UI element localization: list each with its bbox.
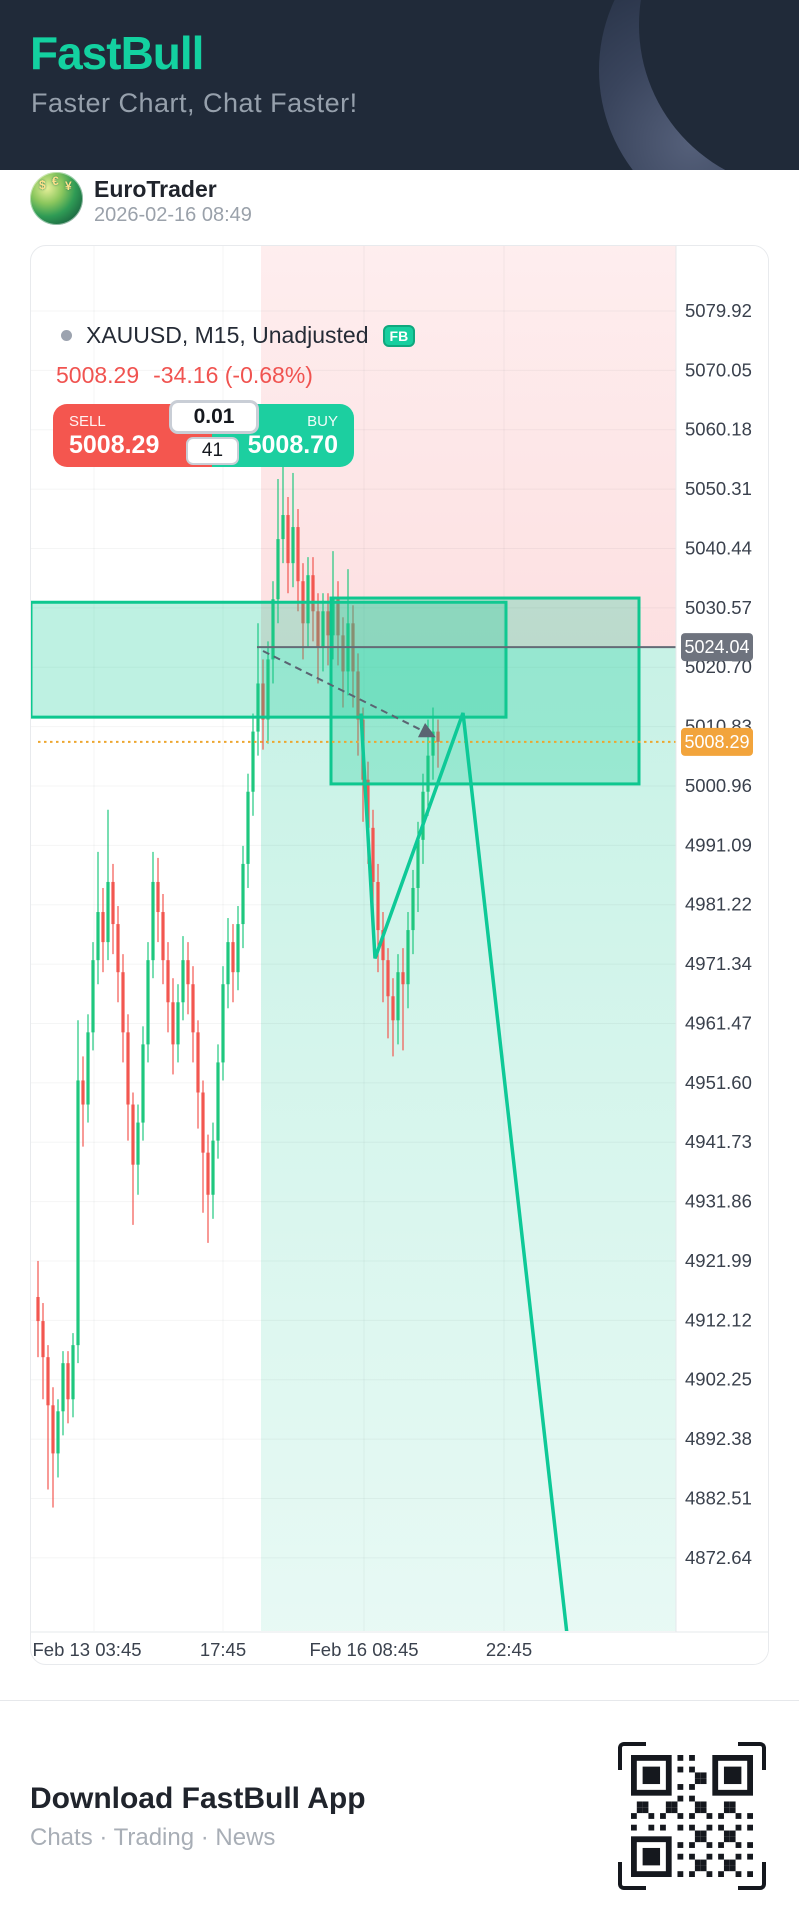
buy-label: BUY — [307, 413, 338, 430]
download-qr-code[interactable] — [618, 1742, 766, 1890]
svg-text:5030.57: 5030.57 — [685, 597, 752, 618]
svg-text:4991.09: 4991.09 — [685, 834, 752, 855]
spread-value: 41 — [186, 437, 239, 465]
yen-icon: ¥ — [65, 179, 72, 193]
projection-layer — [359, 712, 569, 1652]
sell-price: 5008.29 — [69, 431, 160, 459]
username: EuroTrader — [94, 176, 217, 202]
svg-text:5000.96: 5000.96 — [685, 775, 752, 796]
svg-text:5020.70: 5020.70 — [685, 656, 752, 677]
svg-text:4941.73: 4941.73 — [685, 1131, 752, 1152]
post-timestamp: 2026-02-16 08:49 — [94, 204, 252, 226]
qr-corner-icon — [738, 1862, 766, 1890]
footer-features: Chats · Trading · News — [30, 1824, 276, 1851]
svg-text:5070.05: 5070.05 — [685, 359, 752, 380]
time-axis[interactable]: Feb 13 03:45 17:45 Feb 16 08:45 22:45 — [32, 1639, 532, 1660]
supply-box-left[interactable] — [31, 600, 508, 719]
projection-line[interactable] — [359, 712, 569, 1652]
svg-text:4931.86: 4931.86 — [685, 1191, 752, 1212]
svg-text:4981.22: 4981.22 — [685, 894, 752, 915]
price-tag — [681, 727, 753, 756]
svg-text:5079.92: 5079.92 — [685, 300, 752, 321]
chart-card: 5079.92 5070.05 5060.18 5050.31 5040.44 5030.… — [30, 245, 769, 1665]
last-price: 5008.29 — [56, 362, 140, 388]
bullish-zone — [261, 647, 676, 1631]
symbol-title: XAUUSD, M15, Unadjusted — [86, 322, 369, 348]
euro-icon: € — [52, 174, 59, 188]
quote-row: 5008.29 -34.16 (-0.68%) — [56, 362, 313, 389]
price-axis[interactable]: 5079.92 5070.05 5060.18 5050.31 5040.44 5030.… — [685, 300, 752, 1568]
qr-corner-icon — [618, 1742, 646, 1770]
chart-legend: XAUUSD, M15, Unadjusted FB — [61, 322, 416, 349]
svg-text:5024.04: 5024.04 — [684, 637, 749, 657]
svg-text:Feb 13 03:45: Feb 13 03:45 — [32, 1639, 141, 1660]
qr-pattern — [631, 1755, 753, 1877]
svg-text:4872.64: 4872.64 — [685, 1547, 752, 1568]
qr-corner-icon — [738, 1742, 766, 1770]
supply-box-right[interactable] — [329, 596, 641, 786]
dollar-icon: $ — [39, 178, 46, 192]
svg-text:4882.51: 4882.51 — [685, 1487, 752, 1508]
buy-price: 5008.70 — [247, 431, 338, 459]
svg-text:5040.44: 5040.44 — [685, 537, 752, 558]
app-tagline: Faster Chart, Chat Faster! — [31, 88, 358, 118]
svg-text:5008.29: 5008.29 — [684, 732, 749, 752]
svg-text:4951.60: 4951.60 — [685, 1072, 752, 1093]
svg-text:5050.31: 5050.31 — [685, 478, 752, 499]
download-app-title: Download FastBull App — [30, 1782, 366, 1815]
svg-text:4912.12: 4912.12 — [685, 1309, 752, 1330]
price-tag — [681, 633, 753, 662]
svg-text:5060.18: 5060.18 — [685, 419, 752, 440]
gray-dot-icon — [61, 330, 72, 341]
user-avatar[interactable]: $ € ¥ — [30, 172, 83, 225]
candlestick-chart[interactable]: 5079.92 5070.05 5060.18 5050.31 5040.44 5030.… — [31, 246, 769, 1665]
svg-text:4892.38: 4892.38 — [685, 1428, 752, 1449]
price-change: -34.16 (-0.68%) — [153, 362, 313, 388]
fastbull-logo: FastBull — [30, 27, 204, 79]
svg-text:17:45: 17:45 — [200, 1639, 246, 1660]
drawn-arrow[interactable] — [262, 650, 436, 738]
svg-text:Feb 16 08:45: Feb 16 08:45 — [309, 1639, 418, 1660]
svg-text:4961.47: 4961.47 — [685, 1013, 752, 1034]
footer-divider — [0, 1700, 799, 1701]
fb-badge: FB — [382, 324, 416, 347]
lot-size-input[interactable]: 0.01 — [169, 400, 259, 434]
svg-text:4902.25: 4902.25 — [685, 1369, 752, 1390]
svg-text:4971.34: 4971.34 — [685, 953, 752, 974]
price-axis-bg — [676, 246, 768, 1664]
qr-corner-icon — [618, 1862, 646, 1890]
svg-text:22:45: 22:45 — [486, 1639, 532, 1660]
sell-label: SELL — [69, 413, 106, 430]
svg-text:4921.99: 4921.99 — [685, 1250, 752, 1271]
app-header: FastBull Faster Chart, Chat Faster! — [0, 0, 799, 170]
order-widget: SELL 5008.29 BUY 5008.70 0.01 41 — [53, 400, 354, 467]
